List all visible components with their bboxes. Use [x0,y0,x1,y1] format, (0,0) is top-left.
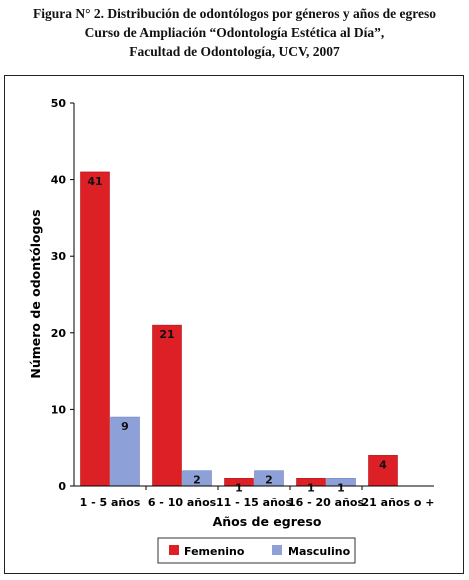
x-tick-label: 6 - 10 años [148,496,217,509]
y-tick-label: 40 [51,174,67,187]
x-tick-label: 21 años o + [362,496,435,509]
title-line-3: Facultad de Odontología, UCV, 2007 [129,44,340,59]
legend-label-masculino: Masculino [288,545,351,558]
data-label-femenino: 1 [307,481,315,494]
x-tick-label: 16 - 20 años [288,496,364,509]
x-tick-label: 1 - 5 años [80,496,141,509]
legend-box [157,537,356,564]
y-tick-label: 20 [51,327,67,340]
data-label-masculino: 1 [337,481,345,494]
legend: Femenino Masculino [157,537,356,564]
bar-femenino [152,324,182,487]
legend-label-femenino: Femenino [184,545,245,558]
x-tick-label: 11 - 15 años [216,496,292,509]
bar-femenino [80,171,110,487]
y-axis-label: Número de odontólogos [28,209,43,378]
y-tick-label: 10 [51,403,67,416]
data-label-femenino: 41 [87,175,102,188]
data-label-femenino: 4 [379,458,387,471]
data-label-masculino: 9 [121,420,129,433]
chart-title: Figura N° 2. Distribución de odontólogos… [0,4,469,61]
chart-frame [4,75,464,574]
data-label-femenino: 1 [235,481,243,494]
y-tick-label: 50 [51,97,67,110]
y-axis: 0 10 20 30 40 50 [51,97,75,493]
y-tick-label: 0 [58,480,66,493]
legend-swatch-masculino [272,545,282,555]
data-label-femenino: 21 [159,328,174,341]
title-line-1: Figura N° 2. Distribución de odontólogos… [33,6,436,21]
data-label-masculino: 2 [265,474,273,487]
x-axis-label: Años de egreso [213,514,322,529]
bar-femenino [368,455,398,487]
title-line-2: Curso de Ampliación “Odontología Estétic… [84,25,385,40]
data-label-masculino: 2 [193,474,201,487]
y-tick-label: 30 [51,250,67,263]
legend-swatch-femenino [169,545,179,555]
